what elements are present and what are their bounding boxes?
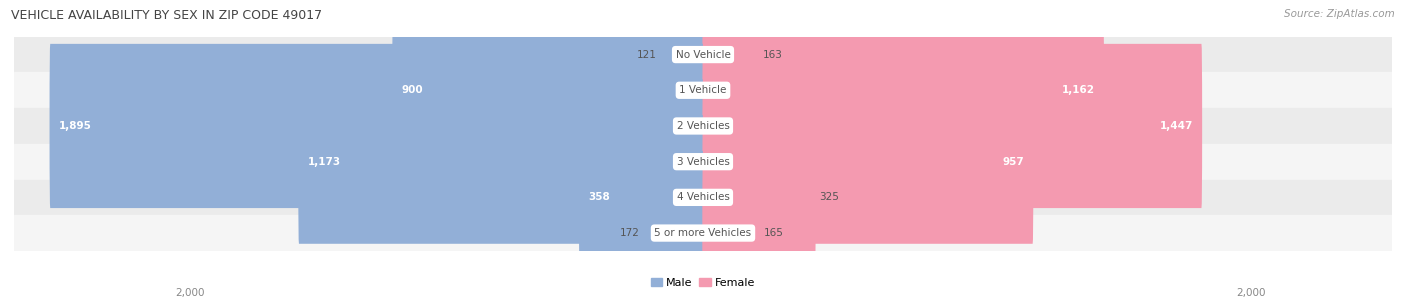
Text: 165: 165 <box>763 228 785 238</box>
Text: 325: 325 <box>820 192 839 202</box>
FancyBboxPatch shape <box>703 44 1202 208</box>
Text: 2,000: 2,000 <box>176 288 205 298</box>
Text: 358: 358 <box>588 192 610 202</box>
FancyBboxPatch shape <box>703 80 1033 244</box>
Text: 1,162: 1,162 <box>1062 85 1095 95</box>
FancyBboxPatch shape <box>703 115 815 279</box>
Text: 5 or more Vehicles: 5 or more Vehicles <box>654 228 752 238</box>
Text: VEHICLE AVAILABILITY BY SEX IN ZIP CODE 49017: VEHICLE AVAILABILITY BY SEX IN ZIP CODE … <box>11 9 322 22</box>
Text: 1,447: 1,447 <box>1160 121 1192 131</box>
Bar <box>14 180 1392 215</box>
Text: 172: 172 <box>620 228 640 238</box>
Bar <box>14 108 1392 144</box>
FancyBboxPatch shape <box>579 115 703 279</box>
Text: 121: 121 <box>637 50 657 60</box>
Text: 163: 163 <box>763 50 783 60</box>
Text: 2,000: 2,000 <box>1236 288 1265 298</box>
Bar <box>14 37 1392 73</box>
Text: 957: 957 <box>1002 157 1024 167</box>
FancyBboxPatch shape <box>661 0 703 137</box>
Text: Source: ZipAtlas.com: Source: ZipAtlas.com <box>1284 9 1395 19</box>
Text: 3 Vehicles: 3 Vehicles <box>676 157 730 167</box>
Text: 1 Vehicle: 1 Vehicle <box>679 85 727 95</box>
Text: 900: 900 <box>402 85 423 95</box>
FancyBboxPatch shape <box>298 80 703 244</box>
Text: 2 Vehicles: 2 Vehicles <box>676 121 730 131</box>
Bar <box>14 73 1392 108</box>
FancyBboxPatch shape <box>643 151 703 306</box>
Text: 4 Vehicles: 4 Vehicles <box>676 192 730 202</box>
Text: No Vehicle: No Vehicle <box>675 50 731 60</box>
Text: 1,173: 1,173 <box>308 157 340 167</box>
FancyBboxPatch shape <box>703 151 761 306</box>
FancyBboxPatch shape <box>392 8 703 172</box>
Text: 1,895: 1,895 <box>59 121 91 131</box>
Legend: Male, Female: Male, Female <box>647 274 759 293</box>
Bar <box>14 215 1392 251</box>
FancyBboxPatch shape <box>49 44 703 208</box>
Bar <box>14 144 1392 180</box>
FancyBboxPatch shape <box>703 0 759 137</box>
FancyBboxPatch shape <box>703 8 1104 172</box>
